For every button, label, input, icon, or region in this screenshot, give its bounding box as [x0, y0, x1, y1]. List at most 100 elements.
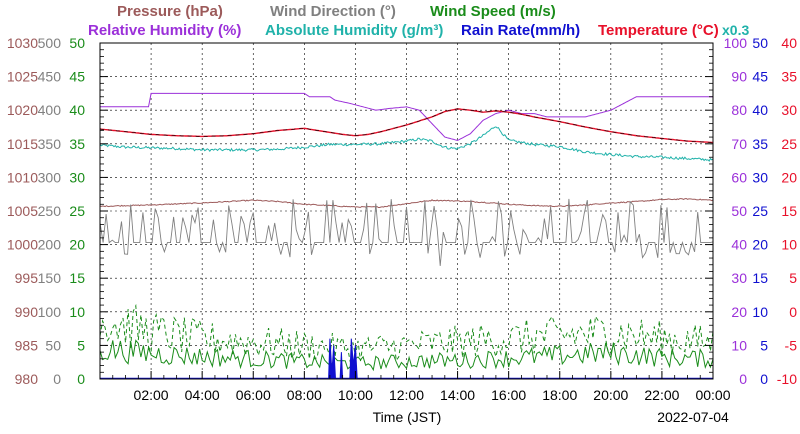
- y-tick-label-temperature: 15: [781, 203, 797, 219]
- y-tick-label-temperature: 25: [781, 136, 797, 152]
- y-tick-label-temperature: -10: [777, 371, 797, 387]
- y-tick-label-rain-rate: 25: [752, 203, 768, 219]
- y-tick-label-humidity: 90: [731, 69, 747, 85]
- y-tick-label-humidity: 70: [731, 136, 747, 152]
- y-tick-label-temperature: 20: [781, 169, 797, 185]
- series-relative-humidity: [100, 92, 713, 141]
- y-tick-label-wind-direction: 500: [38, 35, 62, 51]
- y-tick-label-rain-rate: 40: [752, 102, 768, 118]
- y-tick-label-wind-direction: 450: [38, 69, 62, 85]
- x-tick-label: 16:00: [491, 387, 526, 403]
- legend-entry: Relative Humidity (%): [88, 22, 241, 39]
- legend-entry: Absolute Humidity (g/m³): [265, 22, 443, 39]
- y-tick-label-rain-rate: 20: [752, 237, 768, 253]
- x-tick-label: 00:00: [695, 387, 730, 403]
- y-tick-label-temperature: 30: [781, 102, 797, 118]
- y-tick-label-rain-rate: 15: [752, 270, 768, 286]
- y-tick-label-pressure: 995: [15, 270, 39, 286]
- x-tick-label: 08:00: [287, 387, 322, 403]
- y-tick-label-pressure: 1015: [7, 136, 38, 152]
- y-tick-label-humidity: 80: [731, 102, 747, 118]
- x-tick-label: 18:00: [542, 387, 577, 403]
- y-tick-label-pressure: 990: [15, 304, 39, 320]
- legend-entry: Temperature (°C): [598, 22, 719, 39]
- y-tick-label-humidity: 40: [731, 237, 747, 253]
- y-tick-label-pressure: 985: [15, 337, 39, 353]
- y-tick-label-humidity: 10: [731, 337, 747, 353]
- y-tick-label-wind-direction: 250: [38, 203, 62, 219]
- y-tick-label-wind-speed: 45: [69, 69, 85, 85]
- y-tick-label-wind-direction: 200: [38, 237, 62, 253]
- y-tick-label-wind-direction: 300: [38, 169, 62, 185]
- y-tick-label-temperature: -5: [785, 337, 798, 353]
- y-tick-label-wind-speed: 25: [69, 203, 85, 219]
- y-tick-label-wind-direction: 400: [38, 102, 62, 118]
- y-tick-label-temperature: 10: [781, 237, 797, 253]
- x-tick-label: 12:00: [389, 387, 424, 403]
- y-tick-label-humidity: 20: [731, 304, 747, 320]
- y-tick-label-wind-speed: 5: [77, 337, 85, 353]
- y-tick-label-wind-speed: 40: [69, 102, 85, 118]
- y-tick-label-pressure: 980: [15, 371, 39, 387]
- y-tick-label-humidity: 0: [739, 371, 747, 387]
- y-tick-label-wind-direction: 150: [38, 270, 62, 286]
- legend-entry: Pressure (hPa): [117, 3, 223, 20]
- series-wind-direction: [99, 198, 714, 266]
- series-wind-speed-gust: [99, 303, 714, 363]
- y-tick-label-temperature: 0: [789, 304, 797, 320]
- x-tick-label: 10:00: [338, 387, 373, 403]
- x-tick-label: 02:00: [134, 387, 169, 403]
- y-tick-label-wind-direction: 100: [38, 304, 62, 320]
- legend-entry: Rain Rate(mm/h): [461, 22, 580, 39]
- y-tick-label-wind-direction: 50: [45, 337, 61, 353]
- y-tick-label-humidity: 50: [731, 203, 747, 219]
- series-wind-speed-mean: [99, 339, 714, 372]
- axes: 9809859909951000100510101015102010251030…: [7, 35, 797, 403]
- series-pressure: [99, 197, 714, 208]
- y-tick-label-wind-speed: 30: [69, 169, 85, 185]
- y-tick-label-pressure: 1000: [7, 237, 38, 253]
- chart-date: 2022-07-04: [657, 409, 729, 425]
- y-tick-label-rain-rate: 45: [752, 69, 768, 85]
- x-axis-label: Time (JST): [373, 409, 442, 425]
- y-tick-label-wind-speed: 50: [69, 35, 85, 51]
- y-tick-label-temperature: 35: [781, 69, 797, 85]
- legend-entry: Wind Direction (°): [270, 3, 396, 20]
- rain-scale-note: x0.3: [722, 22, 749, 38]
- y-tick-label-pressure: 1005: [7, 203, 38, 219]
- series-rain-rate: [328, 338, 358, 380]
- y-tick-label-wind-direction: 0: [53, 371, 61, 387]
- y-tick-label-rain-rate: 10: [752, 304, 768, 320]
- series-area: [99, 92, 714, 380]
- series-absolute-humidity: [99, 126, 714, 162]
- y-tick-label-wind-speed: 0: [77, 371, 85, 387]
- legend-entry: Wind Speed (m/s): [430, 3, 556, 20]
- x-tick-label: 22:00: [644, 387, 679, 403]
- y-tick-label-humidity: 30: [731, 270, 747, 286]
- y-tick-label-rain-rate: 35: [752, 136, 768, 152]
- y-tick-label-rain-rate: 5: [760, 337, 768, 353]
- x-tick-label: 06:00: [236, 387, 271, 403]
- x-tick-label: 14:00: [440, 387, 475, 403]
- y-tick-label-pressure: 1010: [7, 169, 38, 185]
- y-tick-label-humidity: 60: [731, 169, 747, 185]
- y-tick-label-pressure: 1030: [7, 35, 38, 51]
- x-tick-label: 20:00: [593, 387, 628, 403]
- y-tick-label-wind-speed: 20: [69, 237, 85, 253]
- y-tick-label-pressure: 1025: [7, 69, 38, 85]
- legend: Pressure (hPa) Wind Direction (°) Wind Spe…: [88, 3, 719, 39]
- y-tick-label-humidity: 100: [724, 35, 748, 51]
- y-tick-label-temperature: 40: [781, 35, 797, 51]
- y-tick-label-wind-speed: 15: [69, 270, 85, 286]
- y-tick-label-wind-speed: 10: [69, 304, 85, 320]
- y-tick-label-temperature: 5: [789, 270, 797, 286]
- y-tick-label-wind-speed: 35: [69, 136, 85, 152]
- y-tick-label-pressure: 1020: [7, 102, 38, 118]
- y-tick-label-rain-rate: 50: [752, 35, 768, 51]
- y-tick-label-rain-rate: 30: [752, 169, 768, 185]
- series-temperature: [99, 108, 714, 144]
- x-tick-label: 04:00: [185, 387, 220, 403]
- y-tick-label-rain-rate: 0: [760, 371, 768, 387]
- y-tick-label-wind-direction: 350: [38, 136, 62, 152]
